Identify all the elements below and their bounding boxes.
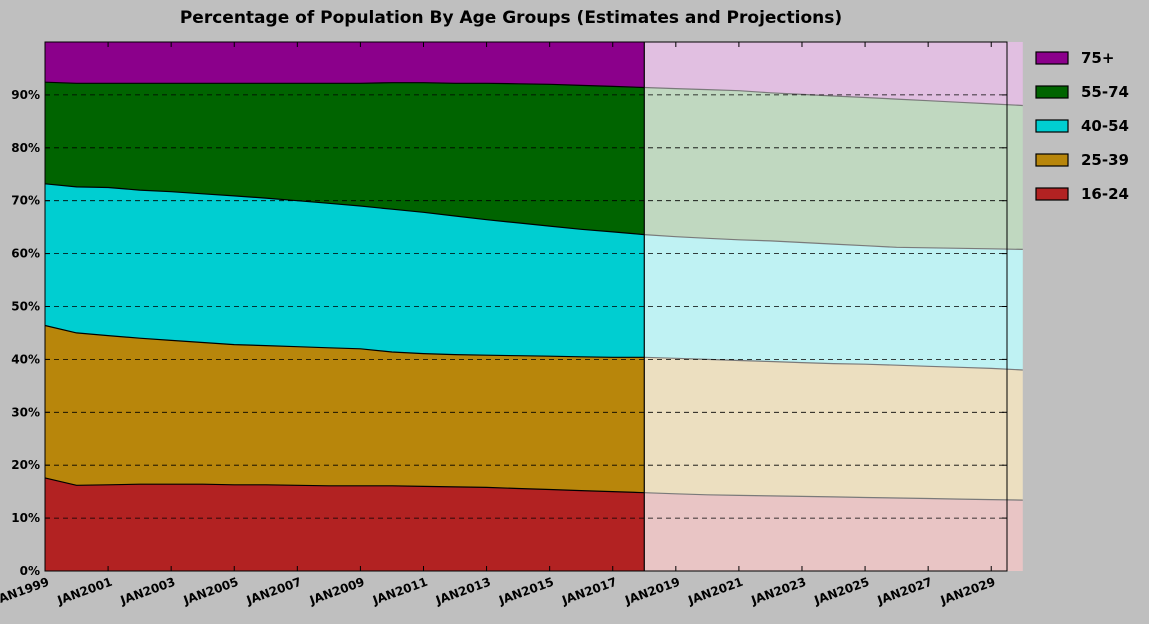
legend-label: 25-39 bbox=[1081, 151, 1129, 169]
area-projection-75plus bbox=[644, 42, 1023, 106]
boundary-estimate-25-39 bbox=[44, 324, 645, 358]
y-tick-label: 10% bbox=[11, 511, 40, 525]
x-tick-label: JAN2013 bbox=[433, 575, 492, 608]
x-tick-label: JAN1999 bbox=[0, 575, 51, 608]
x-tick-label: JAN2003 bbox=[118, 575, 177, 608]
y-tick-label: 40% bbox=[11, 352, 40, 366]
y-axis: 0% 10% 20% 30% 40% 50% 60% 70% 80% 90% bbox=[11, 88, 1007, 578]
area-projection-55-74 bbox=[644, 87, 1023, 250]
x-tick-label: JAN2001 bbox=[55, 575, 114, 608]
y-tick-label: 60% bbox=[11, 247, 40, 261]
x-tick-label: JAN2029 bbox=[938, 575, 997, 608]
y-tick-label: 50% bbox=[11, 300, 40, 314]
x-tick-label: JAN2005 bbox=[181, 575, 240, 608]
y-tick-label: 0% bbox=[20, 564, 40, 578]
area-projection-16-24 bbox=[644, 492, 1023, 571]
x-tick-label: JAN2025 bbox=[812, 575, 871, 608]
area-estimate-25-39 bbox=[45, 325, 645, 493]
boundary-estimate-16-24 bbox=[44, 477, 645, 494]
legend-swatch bbox=[1035, 187, 1069, 201]
x-tick-label: JAN2007 bbox=[244, 575, 303, 608]
legend-label: 16-24 bbox=[1081, 185, 1129, 203]
legend-label: 75+ bbox=[1081, 49, 1114, 67]
boundary-projection-55-74 bbox=[644, 86, 1023, 107]
boundary-estimate-55-74 bbox=[44, 81, 645, 89]
x-tick-label: JAN2019 bbox=[622, 575, 681, 608]
area-estimate-55-74 bbox=[45, 82, 645, 235]
x-tick-label: JAN2011 bbox=[370, 575, 429, 608]
area-projection-40-54 bbox=[644, 234, 1023, 370]
x-tick-label: JAN2021 bbox=[685, 575, 744, 608]
y-tick-label: 30% bbox=[11, 405, 40, 419]
legend-swatch bbox=[1035, 51, 1069, 65]
legend-swatch bbox=[1035, 119, 1069, 133]
x-tick-label: JAN2009 bbox=[307, 575, 366, 608]
legend-swatch bbox=[1035, 153, 1069, 167]
chart-title: Percentage of Population By Age Groups (… bbox=[180, 8, 842, 28]
y-tick-label: 80% bbox=[11, 141, 40, 155]
legend: 75+ 55-74 40-54 25-39 16-24 bbox=[1035, 49, 1129, 203]
legend-label: 55-74 bbox=[1081, 83, 1129, 101]
plot-area bbox=[44, 41, 1023, 572]
boundary-estimate-40-54 bbox=[44, 183, 645, 236]
legend-swatch bbox=[1035, 85, 1069, 99]
x-tick-label: JAN2023 bbox=[749, 575, 808, 608]
legend-label: 40-54 bbox=[1081, 117, 1129, 135]
area-projection-25-39 bbox=[644, 357, 1023, 501]
y-tick-label: 90% bbox=[11, 88, 40, 102]
y-tick-label: 70% bbox=[11, 194, 40, 208]
x-tick-label: JAN2015 bbox=[496, 575, 555, 608]
area-estimate-16-24 bbox=[45, 477, 645, 571]
area-estimate-40-54 bbox=[45, 183, 645, 358]
y-tick-label: 20% bbox=[11, 458, 40, 472]
boundary-projection-40-54 bbox=[644, 234, 1023, 250]
boundary-projection-25-39 bbox=[644, 356, 1023, 371]
area-estimate-75plus bbox=[45, 42, 645, 88]
boundary-projection-16-24 bbox=[644, 492, 1023, 501]
x-tick-label: JAN2017 bbox=[559, 575, 618, 608]
x-tick-label: JAN2027 bbox=[875, 575, 934, 608]
